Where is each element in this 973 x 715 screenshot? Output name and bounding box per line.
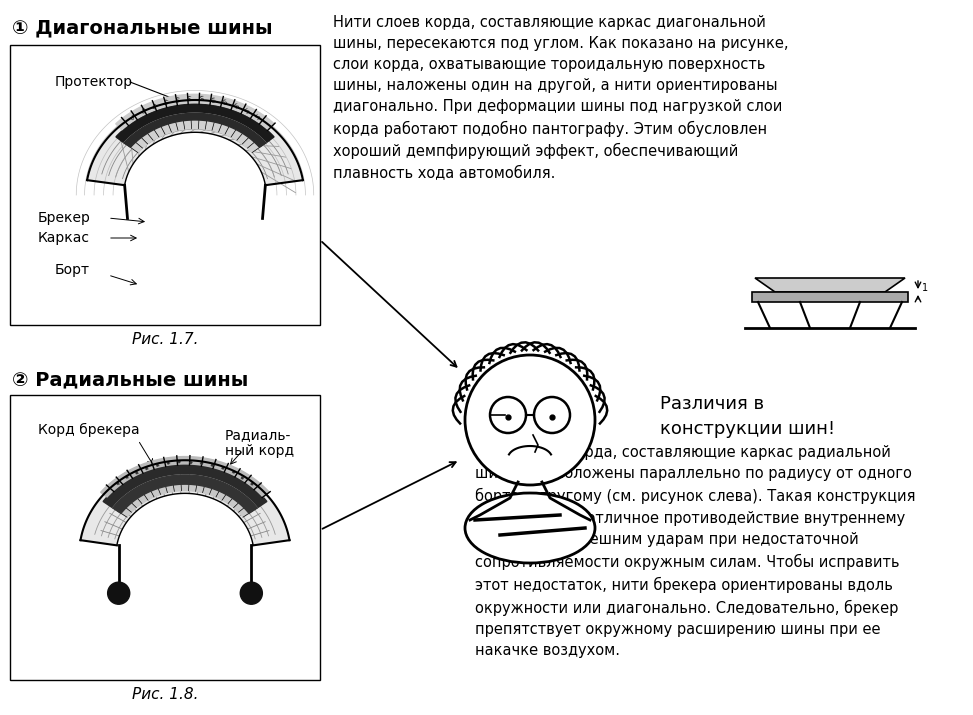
Text: 1: 1 xyxy=(922,283,928,293)
Text: S: S xyxy=(162,99,167,107)
Text: S: S xyxy=(198,96,203,102)
Ellipse shape xyxy=(465,493,595,563)
Text: S: S xyxy=(150,103,157,110)
Text: S: S xyxy=(244,108,251,115)
Polygon shape xyxy=(113,475,257,513)
Polygon shape xyxy=(103,464,267,508)
Text: ◆: ◆ xyxy=(220,465,226,470)
Text: S: S xyxy=(187,96,191,102)
Text: ◆: ◆ xyxy=(199,460,204,465)
Polygon shape xyxy=(88,100,303,185)
Polygon shape xyxy=(124,113,266,152)
Text: ◆: ◆ xyxy=(189,459,193,464)
Polygon shape xyxy=(752,292,908,302)
Text: Борт: Борт xyxy=(55,263,90,277)
Text: S: S xyxy=(255,114,262,121)
Text: Брекер: Брекер xyxy=(38,211,90,225)
Text: ◆: ◆ xyxy=(144,465,150,470)
Text: ◆: ◆ xyxy=(115,480,122,486)
Text: S: S xyxy=(174,97,179,104)
Text: S: S xyxy=(211,97,216,104)
Text: ◆: ◆ xyxy=(133,468,140,475)
Polygon shape xyxy=(755,278,905,292)
Text: Нити слоев корда, составляющие каркас диагональной
шины, пересекаются под углом.: Нити слоев корда, составляющие каркас ди… xyxy=(333,15,788,180)
Text: S: S xyxy=(234,103,240,110)
Text: ◆: ◆ xyxy=(124,473,130,480)
Text: ◆: ◆ xyxy=(166,460,170,465)
Text: Протектор: Протектор xyxy=(55,75,133,89)
Polygon shape xyxy=(100,457,270,497)
Text: S: S xyxy=(128,114,135,121)
Text: Корд брекера: Корд брекера xyxy=(38,423,139,437)
Text: Нити слоев корда, составляющие каркас радиальной
шины, расположены параллельно п: Нити слоев корда, составляющие каркас ра… xyxy=(475,445,916,658)
Polygon shape xyxy=(113,475,257,517)
Text: S: S xyxy=(223,99,228,107)
Text: ◆: ◆ xyxy=(249,480,255,486)
Polygon shape xyxy=(116,104,274,143)
Circle shape xyxy=(465,355,595,485)
Text: Радиаль-
ный корд: Радиаль- ный корд xyxy=(225,428,294,458)
Text: ◆: ◆ xyxy=(177,459,182,464)
Text: ① Диагональные шины: ① Диагональные шины xyxy=(12,18,272,37)
Text: ◆: ◆ xyxy=(155,461,160,468)
Bar xyxy=(10,395,320,680)
Text: Рис. 1.8.: Рис. 1.8. xyxy=(131,687,198,702)
Bar xyxy=(10,45,320,325)
Polygon shape xyxy=(81,460,290,546)
Circle shape xyxy=(108,582,129,604)
Text: Каркас: Каркас xyxy=(38,231,90,245)
Text: S: S xyxy=(139,108,146,115)
Text: ◆: ◆ xyxy=(231,468,236,475)
Text: Различия в
конструкции шин!: Различия в конструкции шин! xyxy=(660,395,835,438)
Polygon shape xyxy=(124,113,266,147)
Text: ◆: ◆ xyxy=(210,461,215,468)
Text: Рис. 1.7.: Рис. 1.7. xyxy=(131,332,198,347)
Text: ◆: ◆ xyxy=(240,473,246,480)
Polygon shape xyxy=(116,94,274,130)
Circle shape xyxy=(240,582,263,604)
Text: ② Радиальные шины: ② Радиальные шины xyxy=(12,370,248,389)
